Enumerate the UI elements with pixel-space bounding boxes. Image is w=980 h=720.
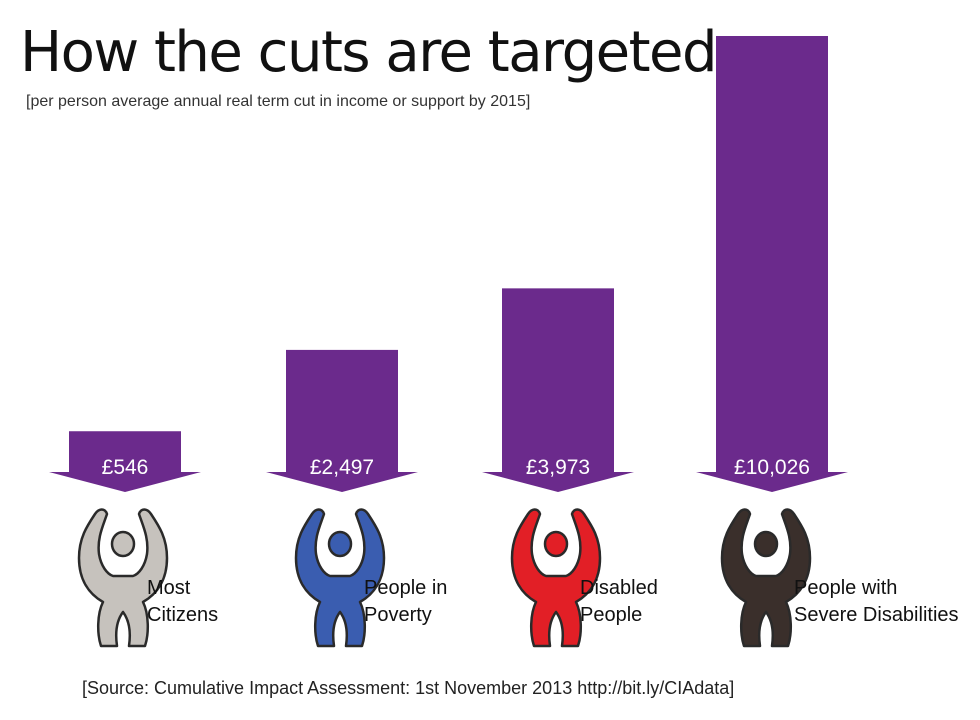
chart-subtitle: [per person average annual real term cut… bbox=[26, 93, 531, 110]
bar bbox=[286, 349, 398, 454]
category-label: People with Severe Disabilities bbox=[794, 577, 959, 626]
person-figure-icon bbox=[510, 508, 602, 648]
arrow-head bbox=[266, 453, 418, 492]
value-label: £2,497 bbox=[310, 456, 374, 479]
bar bbox=[716, 36, 828, 454]
category-label: Disabled People bbox=[580, 577, 658, 626]
arrow-head bbox=[696, 453, 848, 492]
value-label: £10,026 bbox=[734, 456, 810, 479]
person-figure-icon bbox=[77, 508, 169, 648]
bar bbox=[69, 431, 181, 454]
chart-title: How the cuts are targeted bbox=[20, 20, 718, 85]
bar-group: £10,026 People with Severe Disabilities bbox=[696, 36, 959, 648]
bar-group: £3,973 Disabled People bbox=[482, 288, 658, 648]
bar-group: £546 Most Citizens bbox=[49, 431, 218, 648]
category-label: Most Citizens bbox=[147, 577, 218, 626]
person-figure-icon bbox=[294, 508, 386, 648]
arrow-head bbox=[482, 453, 634, 492]
category-label: People in Poverty bbox=[364, 577, 447, 626]
bar-group: £2,497 People in Poverty bbox=[266, 349, 447, 648]
value-label: £546 bbox=[102, 456, 149, 479]
bar bbox=[502, 288, 614, 454]
source-note: [Source: Cumulative Impact Assessment: 1… bbox=[82, 678, 735, 698]
arrow-head bbox=[49, 453, 201, 492]
value-label: £3,973 bbox=[526, 456, 590, 479]
person-figure-icon bbox=[720, 508, 812, 648]
